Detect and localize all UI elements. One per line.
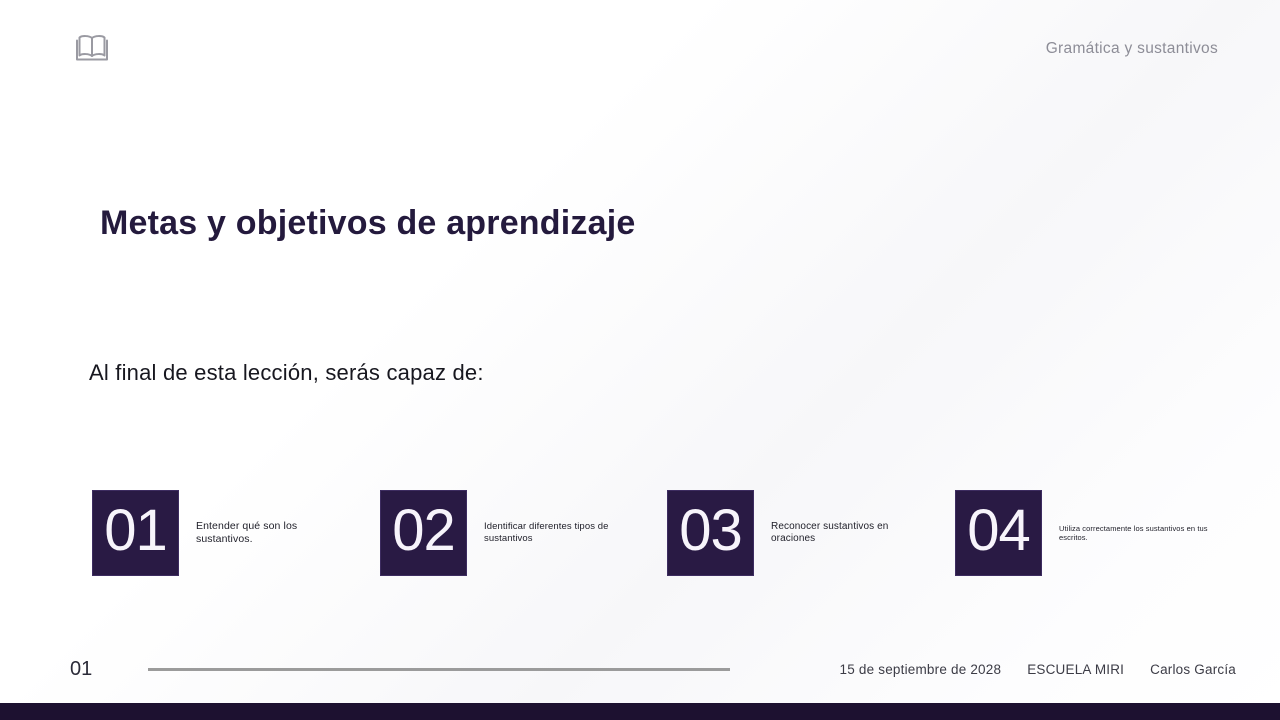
objective-number-box: 01: [92, 490, 179, 576]
objective-item-4: 04 Utiliza correctamente los sustantivos…: [955, 490, 1224, 576]
footer-author: Carlos García: [1150, 662, 1236, 677]
objective-item-2: 02 Identificar diferentes tipos de susta…: [380, 490, 639, 576]
objective-item-3: 03 Reconocer sustantivos en oraciones: [667, 490, 931, 576]
objective-item-1: 01 Entender qué son los sustantivos.: [92, 490, 356, 576]
footer-divider-line: [148, 668, 730, 671]
open-book-icon: [70, 26, 114, 70]
footer-meta: 15 de septiembre de 2028 ESCUELA MIRI Ca…: [840, 662, 1236, 677]
page-number: 01: [70, 658, 93, 680]
objective-number-box: 03: [667, 490, 754, 576]
objective-text: Identificar diferentes tipos de sustanti…: [484, 521, 609, 544]
footer-school: ESCUELA MIRI: [1027, 662, 1125, 677]
objective-number-box: 02: [380, 490, 467, 576]
footer-date: 15 de septiembre de 2028: [839, 662, 1002, 677]
objective-text: Utiliza correctamente los sustantivos en…: [1059, 523, 1208, 542]
objective-number: 03: [679, 498, 743, 563]
slide-topic-label: Gramática y sustantivos: [1045, 40, 1218, 57]
bottom-accent-bar: [0, 703, 1280, 720]
objective-text: Reconocer sustantivos en oraciones: [771, 520, 889, 545]
page-title: Metas y objetivos de aprendizaje: [100, 204, 636, 242]
objective-number: 04: [967, 498, 1031, 563]
objective-number: 01: [104, 498, 168, 563]
objective-number-box: 04: [955, 490, 1042, 576]
objective-number: 02: [392, 498, 456, 563]
objective-text: Entender qué son los sustantivos.: [196, 519, 298, 545]
slide-subtitle: Al final de esta lección, serás capaz de…: [89, 360, 484, 385]
